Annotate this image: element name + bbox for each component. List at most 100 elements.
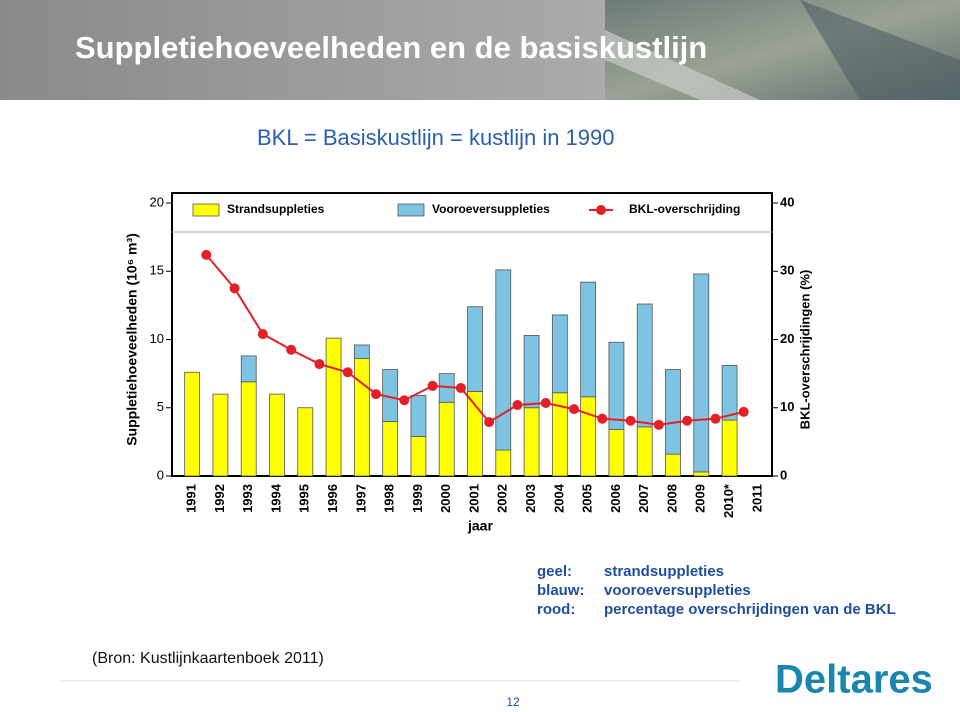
page-number: 12 [506,695,520,707]
y-tick-label: 10 [150,331,164,346]
y-axis-label: Suppletiehoeveelheden (10⁶ m³) [124,233,140,446]
bar-segment [269,393,285,477]
bar-segment [523,407,540,477]
bar-segment [325,337,342,477]
point [625,415,636,426]
point [682,415,693,426]
x-tick-label: 2004 [551,483,566,513]
point [342,367,353,378]
y2-tick-label: 30 [780,263,794,278]
bar-segment [353,344,370,360]
note-key: blauw: [537,582,585,599]
y2-tick-label: 0 [780,467,787,482]
legend-label: Strandsuppleties [227,202,325,216]
x-tick-label: 1996 [325,484,340,513]
x-tick-label: 2006 [608,484,623,513]
legend-swatch [596,205,606,215]
bar-segment [636,426,653,477]
legend-label: Vooroeversuppleties [432,202,550,216]
bar-segment [665,453,681,477]
x-tick-label: 1993 [240,484,255,513]
x-tick-label: 1999 [410,484,425,513]
x-tick-label: 2007 [636,484,651,513]
bar-segment [240,381,257,477]
bar-segment [551,314,568,394]
bar-segment [721,365,738,421]
legend-label: BKL-overschrijding [629,202,740,216]
bar-segment [353,358,370,477]
photo-water [800,0,960,100]
source: (Bron: Kustlijnkaartenboek 2011) [92,650,324,667]
x-axis-label: jaar [467,518,493,534]
bar-segment [410,436,427,477]
note-key: rood: [537,601,575,618]
bar-segment [212,393,229,477]
x-tick-label: 2002 [495,484,510,513]
point [597,413,608,424]
point [710,413,721,424]
point [427,380,438,391]
point [540,397,551,408]
bar-segment [495,449,512,477]
slide-title: Suppletiehoeveelheden en de basiskustlij… [75,30,707,65]
x-tick-label: 1994 [268,483,283,513]
x-tick-label: 2005 [580,484,595,513]
x-tick-label: 1998 [382,484,397,513]
bar-segment [495,269,512,451]
bar-segment [523,335,540,409]
x-tick-label: 1997 [353,484,368,513]
x-tick-label: 1995 [297,484,312,513]
y-tick-label: 20 [150,194,164,209]
bar-segment [184,371,201,477]
note-key: geel: [537,563,572,580]
point [399,395,410,406]
x-tick-label: 2008 [664,484,679,513]
note-text: strandsuppleties [604,563,724,580]
logo: Deltares [775,658,933,702]
bar-segment [467,306,483,392]
point [569,404,579,415]
x-tick-label: 2000 [438,484,453,513]
y-tick-label: 5 [157,399,164,414]
point [738,406,749,417]
bar-segment [580,396,597,477]
point [484,417,495,428]
note-text: vooroeversuppleties [604,582,751,599]
x-tick-label: 1992 [212,484,227,513]
slide-subtitle: BKL = Basiskustlijn = kustlijn in 1990 [257,125,615,150]
x-tick-label: 1991 [184,484,199,513]
bar-segment [636,303,653,428]
point [257,329,268,340]
y2-tick-label: 10 [780,399,794,414]
bar-segment [240,355,257,383]
y-tick-label: 0 [157,467,164,482]
bar-segment [297,407,314,477]
x-tick-label: 2010* [721,483,736,518]
point [286,344,297,355]
y2-axis-label: BKL-overschrijdingen (%) [797,270,812,430]
point [371,389,381,400]
x-tick-label: 2001 [466,484,481,513]
bar-segment [438,401,455,477]
legend-swatch [397,203,425,217]
bar-segment [580,281,597,398]
point [455,382,466,393]
note-text: percentage overschrijdingen van de BKL [604,601,896,618]
photo-road [605,30,760,100]
bar-segment [608,429,625,477]
point [201,249,212,260]
x-tick-label: 2011 [749,484,764,512]
bar-segment [693,273,710,473]
point [512,400,523,411]
point [229,283,240,294]
bar-segment [410,395,427,437]
bar-segment [608,341,625,430]
point [653,419,664,430]
x-tick-label: 2009 [693,484,708,513]
notes: geel: strandsuppleties blauw: vooroevers… [537,563,896,618]
legend-swatch [192,203,220,217]
x-tick-label: 2003 [523,484,538,513]
bar-segment [382,420,399,477]
y-tick-label: 15 [150,263,164,278]
